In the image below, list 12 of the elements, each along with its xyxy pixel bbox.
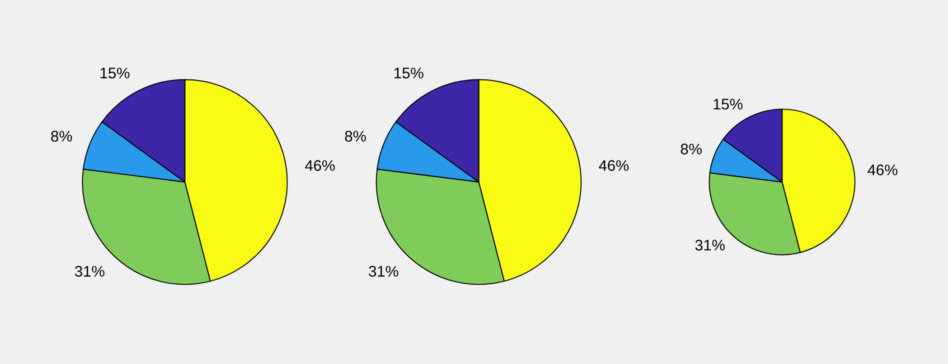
data-label: 31% <box>368 266 398 277</box>
data-label: 8% <box>51 130 72 142</box>
data-label: 15% <box>394 68 424 78</box>
data-label: 31% <box>695 240 725 251</box>
data-label: 8% <box>344 130 366 142</box>
data-label: 46% <box>868 164 898 176</box>
data-label: 31% <box>74 266 104 277</box>
data-label: 46% <box>598 160 629 171</box>
data-label: 46% <box>305 160 335 171</box>
data-label: 15% <box>100 68 130 78</box>
data-label: 15% <box>714 98 743 110</box>
data-label: 8% <box>680 144 702 154</box>
